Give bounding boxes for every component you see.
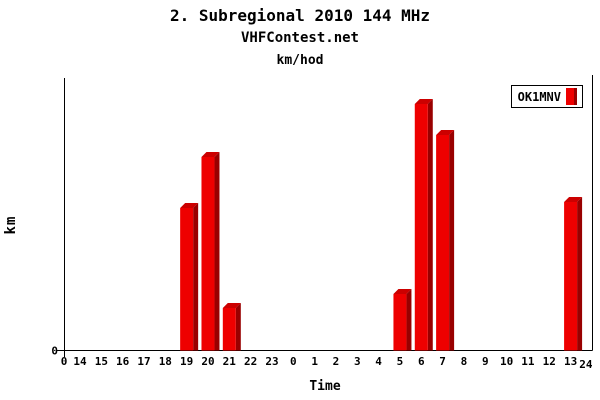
bar-side-face <box>235 303 241 351</box>
x-tick-label: 1 <box>311 355 318 368</box>
x-tick-label: 0 <box>289 355 297 368</box>
bar-side-face <box>449 130 455 351</box>
x-tick-label: 0 <box>60 355 68 368</box>
bar-front-face <box>201 157 215 351</box>
bar-group <box>180 99 583 351</box>
bar <box>436 130 455 351</box>
bar-top-face <box>393 289 412 294</box>
x-tick-label: 24 <box>579 358 593 371</box>
legend-box: OK1MNV <box>511 85 583 108</box>
x-tick-label: 21 <box>222 355 236 368</box>
bar-front-face <box>180 208 194 351</box>
bar <box>180 203 199 351</box>
x-tick-label: 10 <box>499 355 514 368</box>
x-tick-label: 12 <box>542 355 556 368</box>
x-tick-label: 19 <box>180 355 194 368</box>
bar-front-face <box>414 104 428 351</box>
x-tick-label: 3 <box>353 355 361 368</box>
bar-side-face <box>214 152 220 351</box>
bar <box>393 289 412 351</box>
x-tick-label: 8 <box>460 355 468 368</box>
site-subtitle: VHFContest.net <box>240 30 359 46</box>
x-tick-label: 7 <box>439 355 446 368</box>
bar-front-face <box>222 308 236 351</box>
y-zero-label: 0 <box>51 344 58 358</box>
bar <box>201 152 220 351</box>
bar-top-face <box>564 197 583 202</box>
unit-label: km/hod <box>276 53 324 68</box>
x-tick-label: 22 <box>244 355 258 368</box>
bar-top-face <box>180 203 199 208</box>
bar-front-face <box>564 202 578 351</box>
bar-top-face <box>414 99 433 104</box>
bar-front-face <box>393 294 407 351</box>
legend-marker-icon <box>566 88 577 105</box>
x-tick-label: 6 <box>417 355 425 368</box>
bar-top-face <box>436 130 455 135</box>
bar-side-face <box>193 203 199 351</box>
bar-top-face <box>222 303 241 308</box>
x-tick-label: 23 <box>265 355 279 368</box>
bar-front-face <box>436 135 450 351</box>
x-axis-label: Time <box>309 379 341 394</box>
bar-side-face <box>406 289 412 351</box>
x-tick-label: 17 <box>137 355 151 368</box>
x-tick-label: 2 <box>332 355 340 368</box>
x-tick-label: 4 <box>375 355 382 368</box>
x-tick-label: 9 <box>481 355 489 368</box>
x-tick-label: 18 <box>158 355 172 368</box>
x-tick-label: 11 <box>521 355 535 368</box>
x-tick-label: 20 <box>201 355 215 368</box>
bar-side-face <box>427 99 433 351</box>
x-tick-label: 5 <box>396 355 404 368</box>
legend-series-label: OK1MNV <box>517 89 561 104</box>
x-tick-label: 15 <box>94 355 108 368</box>
bar-side-face <box>577 197 583 351</box>
x-tick-label: 13 <box>563 355 578 368</box>
x-tick-label: 14 <box>73 355 87 368</box>
x-tick-label: 16 <box>116 355 130 368</box>
bar-top-face <box>201 152 220 157</box>
chart-title: 2. Subregional 2010 144 MHz <box>169 6 431 25</box>
bar <box>564 197 583 351</box>
bar <box>414 99 433 351</box>
bar <box>222 303 241 351</box>
